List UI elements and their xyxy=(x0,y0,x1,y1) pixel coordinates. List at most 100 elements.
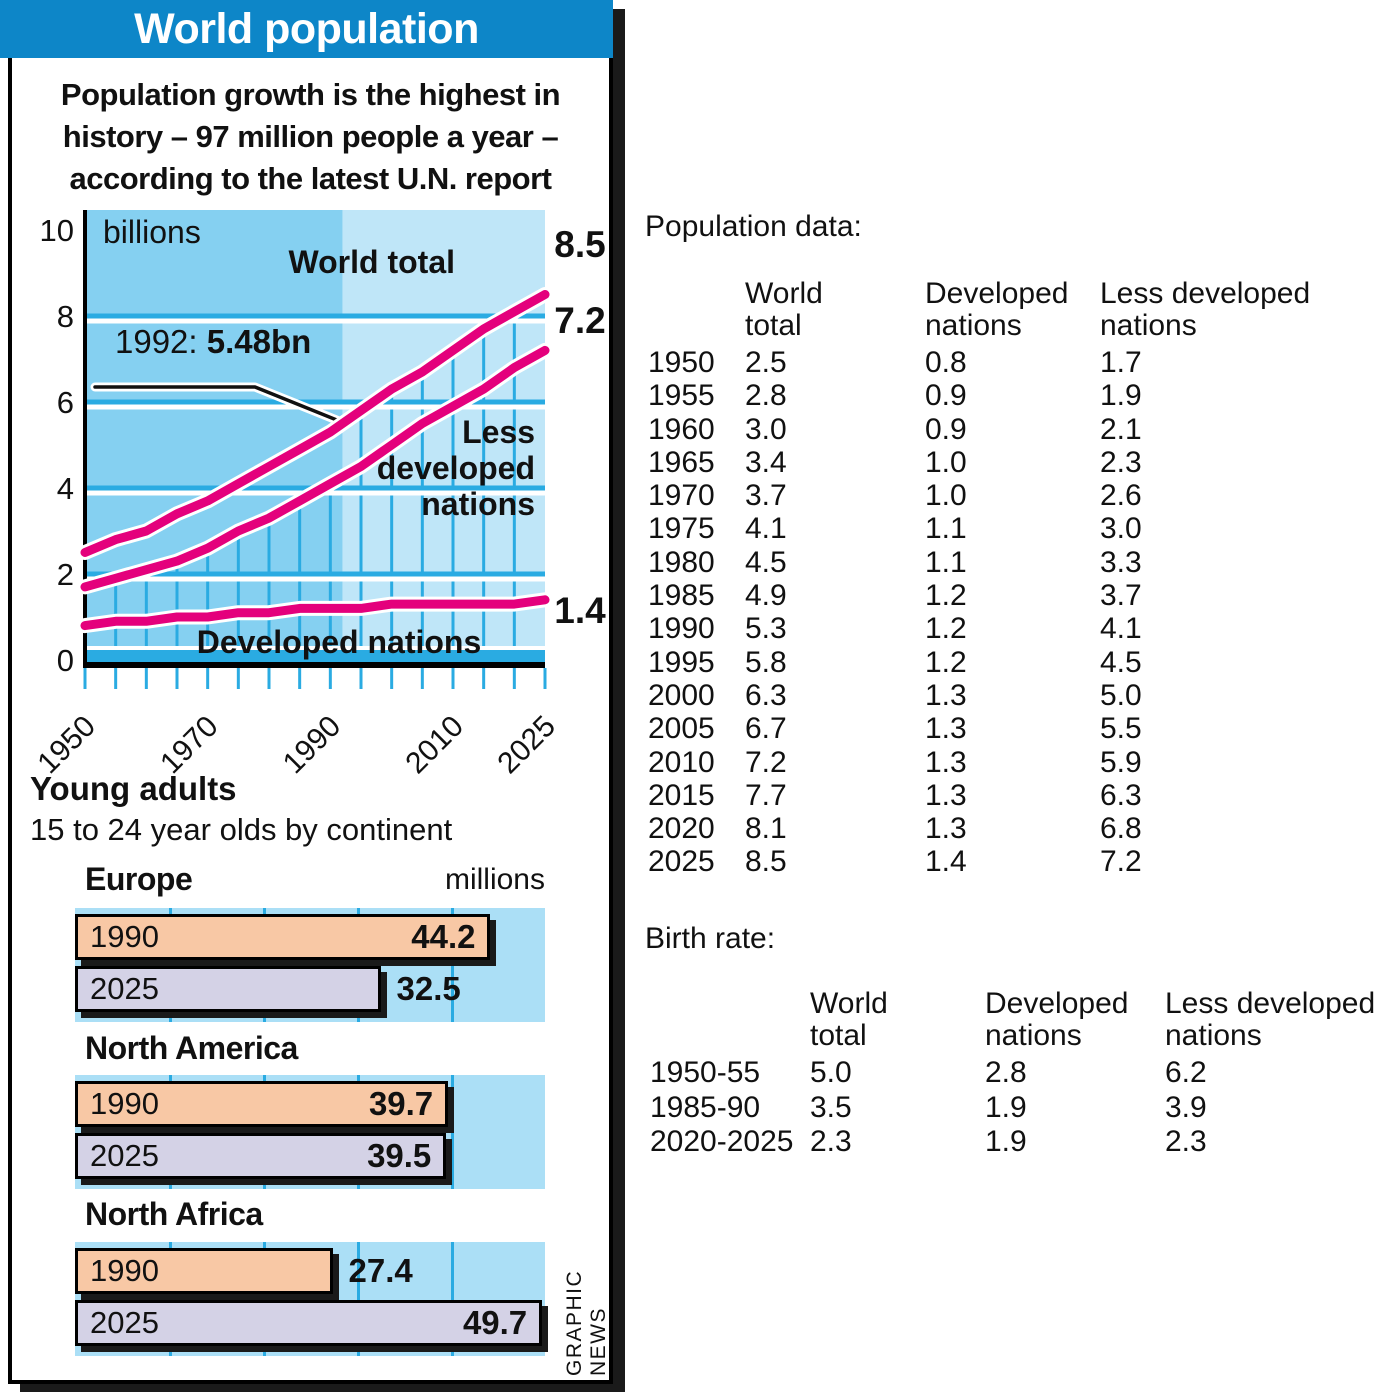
bar-value: 27.4 xyxy=(348,1252,413,1289)
table-column-header: World total xyxy=(810,987,888,1052)
table-cell: 8.5 xyxy=(745,845,787,879)
table-cell: 5.0 xyxy=(1100,678,1142,712)
birth-rate-table: World total Developed nations Less develop… xyxy=(650,988,1385,1160)
table-cell: 1970 xyxy=(648,479,715,513)
callout-1992-label: 1992: 5.48bn xyxy=(115,323,311,360)
table-cell: 2020 xyxy=(648,812,715,846)
table-cell: 1.2 xyxy=(925,579,967,613)
table-cell: 4.1 xyxy=(1100,612,1142,646)
table-cell: 1.9 xyxy=(985,1125,1027,1159)
table-cell: 1.2 xyxy=(925,612,967,646)
table-cell: 2025 xyxy=(648,845,715,879)
table-cell: 5.0 xyxy=(810,1056,852,1089)
axis-ticks xyxy=(83,668,547,689)
table-cell: 1.2 xyxy=(925,645,967,679)
bar-year-label: 2025 xyxy=(90,1138,159,1173)
series-line-developed-nations xyxy=(80,595,550,631)
bar-value: 32.5 xyxy=(396,970,461,1007)
subtitle-line: history – 97 million people a year – xyxy=(62,119,559,154)
birth-rate-table-title: Birth rate: xyxy=(645,922,776,955)
bar-north-africa-1990: 1990 xyxy=(75,1248,333,1294)
table-cell: 2010 xyxy=(648,745,715,779)
table-cell: 2.8 xyxy=(745,379,787,413)
era-bg-right xyxy=(342,210,545,662)
table-cell: 5.5 xyxy=(1100,712,1142,746)
table-cell: 1955 xyxy=(648,379,715,413)
main-panel: Population growth is the highest in hist… xyxy=(8,0,613,1384)
table-cell: 2000 xyxy=(648,678,715,712)
table-cell: 0.8 xyxy=(925,346,967,379)
band-gridline xyxy=(451,908,454,1022)
band-gridline xyxy=(451,1075,454,1189)
bar-year-label: 1990 xyxy=(90,1253,159,1288)
series-line-world-total xyxy=(80,290,550,557)
table-cell: 7.2 xyxy=(1100,845,1142,879)
bar-north-america-2025: 2025 39.5 xyxy=(75,1133,447,1179)
baseline-band xyxy=(85,650,545,662)
population-table-title: Population data: xyxy=(645,210,862,243)
page-title: World population xyxy=(134,4,479,53)
label-world-total: World total xyxy=(289,244,456,280)
series-line-less-developed-nations xyxy=(80,345,550,592)
table-cell: 4.9 xyxy=(745,579,787,613)
table-cell: 2.3 xyxy=(810,1125,852,1159)
bar-value: 39.5 xyxy=(367,1137,432,1174)
table-cell: 1.3 xyxy=(925,678,967,712)
group-heading-north-africa: North Africa xyxy=(85,1196,263,1232)
table-cell: 1.7 xyxy=(1100,346,1142,379)
bar-value: 49.7 xyxy=(462,1304,528,1341)
table-cell: 3.0 xyxy=(745,412,787,446)
label-less-developed-nations: Less xyxy=(462,414,535,450)
svg-text:10: 10 xyxy=(40,213,74,248)
population-table: World total Developed nations Less develop… xyxy=(648,278,1340,879)
young-adults-title: Young adults xyxy=(30,770,237,807)
table-cell: 5.3 xyxy=(745,612,787,646)
table-cell: 1.0 xyxy=(925,445,967,479)
table-cell: 1.4 xyxy=(925,845,967,879)
table-cell: 0.9 xyxy=(925,379,967,413)
table-cell: 2.8 xyxy=(985,1056,1027,1089)
table-cell: 3.5 xyxy=(810,1090,852,1124)
table-cell: 0.9 xyxy=(925,412,967,446)
young-adults-subtitle: 15 to 24 year olds by continent xyxy=(30,812,453,847)
table-cell: 2015 xyxy=(648,778,715,812)
end-label-less-developed-nations: 7.2 xyxy=(554,300,605,341)
table-cell: 2.3 xyxy=(1100,445,1142,479)
table-cell: 7.2 xyxy=(745,745,787,779)
table-cell: 1965 xyxy=(648,445,715,479)
label-less-developed-nations: nations xyxy=(421,486,535,522)
band-gridline xyxy=(263,908,266,1022)
bar-year-label: 2025 xyxy=(90,971,159,1006)
table-cell: 1.3 xyxy=(925,812,967,846)
table-cell: 1.3 xyxy=(925,745,967,779)
table-cell: 1995 xyxy=(648,645,715,679)
table-cell: 8.1 xyxy=(745,812,787,846)
table-cell: 5.9 xyxy=(1100,745,1142,779)
label-less-developed-nations: developed xyxy=(377,450,535,486)
table-cell: 1.3 xyxy=(925,778,967,812)
label-developed-nations: Developed nations xyxy=(197,624,482,660)
group-heading-europe: Europe xyxy=(85,861,193,897)
table-cell: 2.5 xyxy=(745,346,787,379)
band-gridline xyxy=(169,1242,172,1356)
table-cell: 2.1 xyxy=(1100,412,1142,446)
bar-europe-2025: 2025 xyxy=(75,966,381,1012)
band-gridline xyxy=(357,1075,360,1189)
table-cell: 1985-90 xyxy=(650,1090,761,1124)
baseline-white xyxy=(85,646,545,650)
y-axis-line xyxy=(83,210,87,668)
credit-block: GRAPHIC NEWS xyxy=(563,1198,610,1376)
end-label-developed-nations: 1.4 xyxy=(554,590,606,631)
end-label-world-total: 8.5 xyxy=(554,224,605,265)
credit-text: GRAPHIC NEWS xyxy=(563,1269,610,1376)
unit-label-billions: billions xyxy=(103,214,201,250)
table-header-spacer xyxy=(648,278,745,346)
subtitle-line: Population growth is the highest in xyxy=(60,77,561,112)
table-cell: 1.1 xyxy=(925,545,967,579)
table-cell: 3.7 xyxy=(745,479,787,513)
table-cell: 1.9 xyxy=(1100,379,1142,413)
table-header-spacer xyxy=(650,988,810,1056)
table-cell: 1990 xyxy=(648,612,715,646)
unit-label-millions: millions xyxy=(444,863,545,896)
